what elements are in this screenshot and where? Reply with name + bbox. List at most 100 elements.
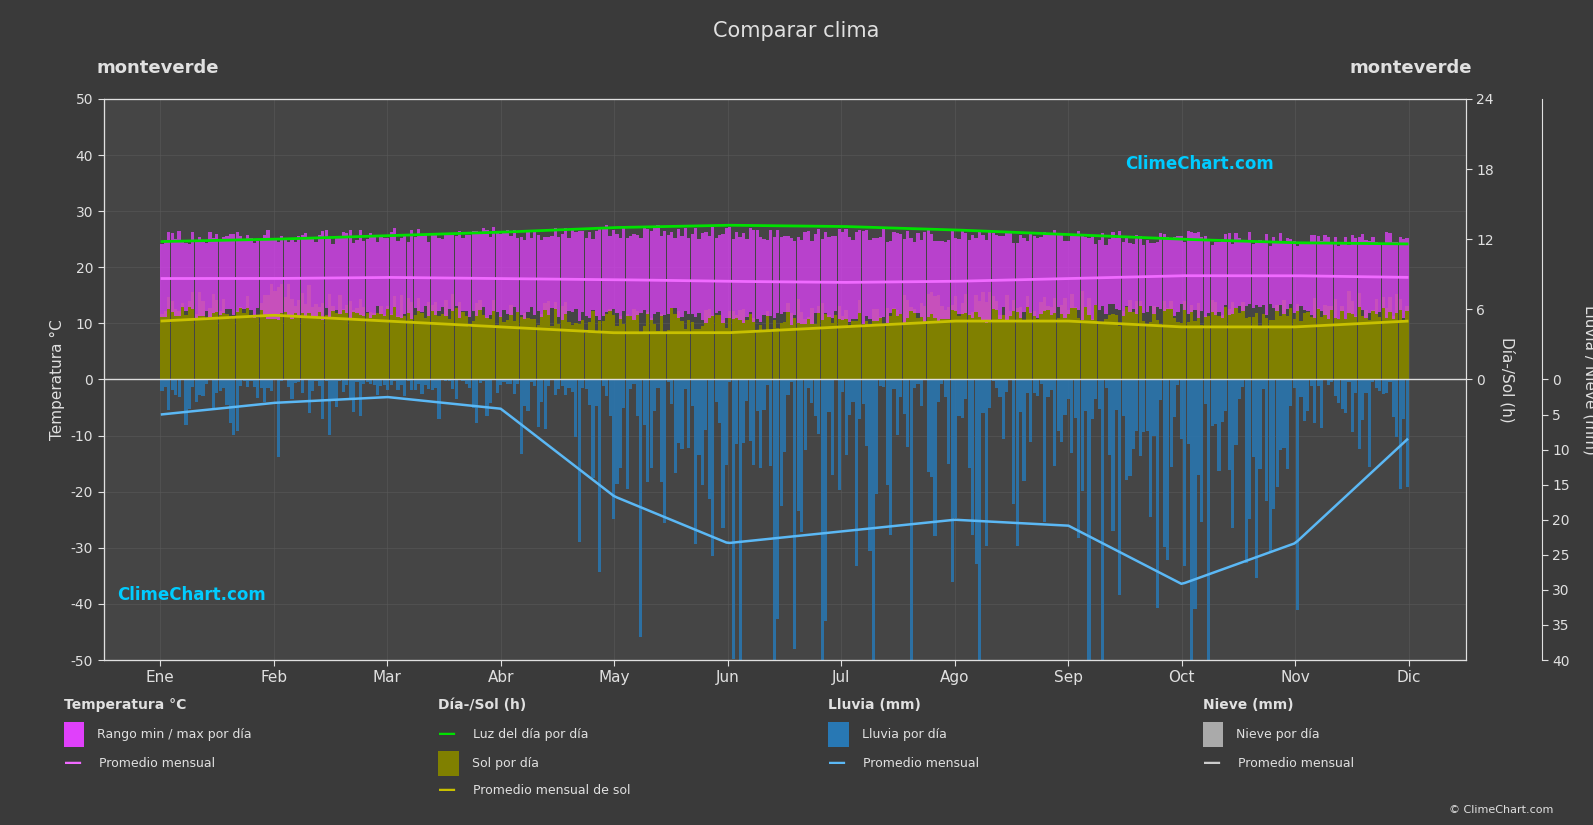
Bar (1101, 323, 1104, 380)
Bar (663, 231, 666, 315)
Bar (307, 238, 311, 313)
Bar (820, 239, 824, 319)
Bar (978, 380, 981, 660)
Bar (534, 380, 537, 386)
Bar (871, 380, 875, 660)
Bar (1214, 380, 1217, 424)
Bar (1190, 232, 1193, 312)
Bar (758, 380, 761, 469)
Bar (868, 380, 871, 551)
Bar (185, 380, 188, 425)
Bar (691, 323, 695, 380)
Bar (1289, 238, 1292, 304)
Bar (1184, 301, 1187, 380)
Bar (695, 328, 698, 380)
Bar (1360, 233, 1364, 310)
Bar (653, 380, 656, 411)
Bar (170, 380, 174, 390)
Bar (530, 319, 534, 380)
Bar (554, 302, 558, 380)
Bar (787, 236, 790, 312)
Bar (307, 285, 311, 380)
Bar (889, 380, 892, 535)
Bar (903, 239, 906, 323)
Bar (776, 380, 779, 620)
Bar (1375, 299, 1378, 380)
Bar (1152, 243, 1155, 314)
Bar (913, 243, 916, 314)
Bar (1395, 243, 1399, 313)
Bar (875, 238, 878, 321)
Bar (701, 327, 704, 380)
Bar (749, 380, 752, 441)
Bar (796, 237, 800, 323)
Bar (718, 380, 722, 423)
Bar (1059, 380, 1063, 441)
Bar (1070, 380, 1074, 453)
Bar (573, 232, 578, 309)
Bar (1365, 240, 1368, 318)
Bar (1190, 380, 1193, 660)
Bar (492, 227, 495, 311)
Bar (988, 232, 991, 321)
Bar (567, 323, 570, 380)
Bar (1316, 308, 1319, 380)
Bar (906, 300, 910, 380)
Bar (731, 311, 734, 380)
Bar (1098, 380, 1101, 409)
Bar (489, 319, 492, 380)
Bar (1077, 380, 1080, 538)
Bar (1023, 380, 1026, 481)
Bar (1043, 297, 1047, 380)
Bar (370, 233, 373, 318)
Bar (1375, 242, 1378, 314)
Bar (441, 238, 444, 308)
Bar (1172, 380, 1176, 417)
Bar (835, 315, 838, 380)
Bar (382, 238, 386, 316)
Bar (1136, 301, 1139, 380)
Bar (218, 238, 221, 314)
Bar (438, 238, 441, 311)
Bar (615, 326, 618, 380)
Bar (1080, 236, 1083, 320)
Bar (1139, 301, 1142, 380)
Bar (507, 230, 510, 314)
Bar (975, 295, 978, 380)
Bar (779, 323, 782, 380)
Bar (1184, 242, 1187, 309)
Bar (1035, 238, 1039, 318)
Bar (1354, 238, 1357, 317)
Bar (626, 380, 629, 488)
Bar (1238, 380, 1241, 398)
Bar (346, 233, 349, 314)
Bar (895, 380, 898, 435)
Bar (338, 380, 341, 381)
Bar (287, 242, 290, 315)
Bar (674, 238, 677, 309)
Bar (1241, 302, 1244, 380)
Bar (1059, 233, 1063, 314)
Bar (683, 328, 687, 380)
Bar (851, 239, 854, 319)
Bar (722, 233, 725, 323)
Bar (677, 229, 680, 318)
Bar (331, 380, 335, 401)
Bar (964, 294, 967, 380)
Bar (1020, 380, 1023, 412)
Bar (746, 320, 749, 380)
Bar (349, 300, 352, 380)
Bar (817, 229, 820, 314)
Bar (919, 380, 922, 406)
Bar (1279, 380, 1282, 450)
Bar (629, 380, 632, 389)
Bar (933, 380, 937, 535)
Bar (1344, 237, 1348, 319)
Bar (855, 321, 859, 380)
Bar (879, 237, 883, 318)
Bar (239, 307, 242, 380)
Bar (1152, 306, 1155, 380)
Bar (851, 321, 854, 380)
Bar (752, 229, 755, 323)
Bar (205, 243, 209, 311)
